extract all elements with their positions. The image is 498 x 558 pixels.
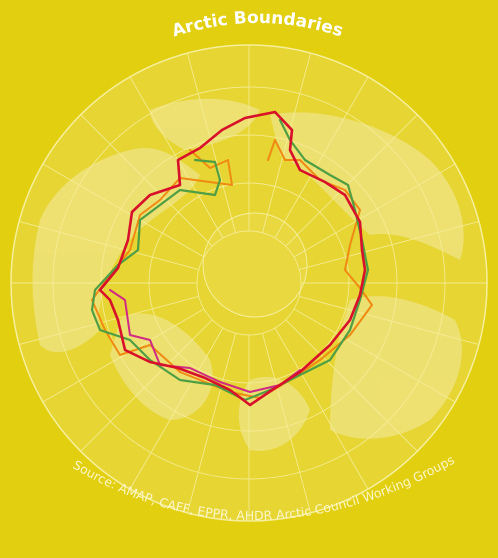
meridian-line bbox=[129, 327, 224, 490]
land-north-america bbox=[32, 148, 200, 353]
meridian-line bbox=[293, 308, 456, 403]
boundary-orange bbox=[91, 139, 373, 399]
pole-area bbox=[202, 212, 308, 318]
boundary-green bbox=[90, 118, 370, 402]
meridian-line bbox=[18, 296, 199, 346]
meridian-line bbox=[129, 76, 224, 239]
land-eurasia-north bbox=[270, 112, 464, 260]
meridian-line bbox=[299, 220, 480, 270]
meridian-line bbox=[262, 333, 312, 514]
meridian-line bbox=[80, 319, 213, 452]
meridian-line bbox=[285, 114, 418, 247]
meridian-line bbox=[274, 76, 369, 239]
meridian-line bbox=[299, 296, 480, 346]
meridian-line bbox=[42, 163, 205, 258]
meridian-line bbox=[274, 327, 369, 490]
meridian-line bbox=[285, 319, 418, 452]
meridian-line bbox=[186, 52, 236, 233]
meridian-line bbox=[293, 163, 456, 258]
map-title: Arctic Boundaries bbox=[170, 8, 346, 41]
boundary-lines bbox=[90, 110, 373, 407]
meridian-line bbox=[186, 333, 236, 514]
boundary-red bbox=[98, 110, 367, 407]
meridian-line bbox=[80, 114, 213, 247]
meridian-line bbox=[262, 52, 312, 233]
meridian-line bbox=[18, 220, 199, 270]
land-alaska bbox=[150, 98, 260, 150]
meridian-line bbox=[42, 308, 205, 403]
graticule bbox=[11, 45, 487, 521]
